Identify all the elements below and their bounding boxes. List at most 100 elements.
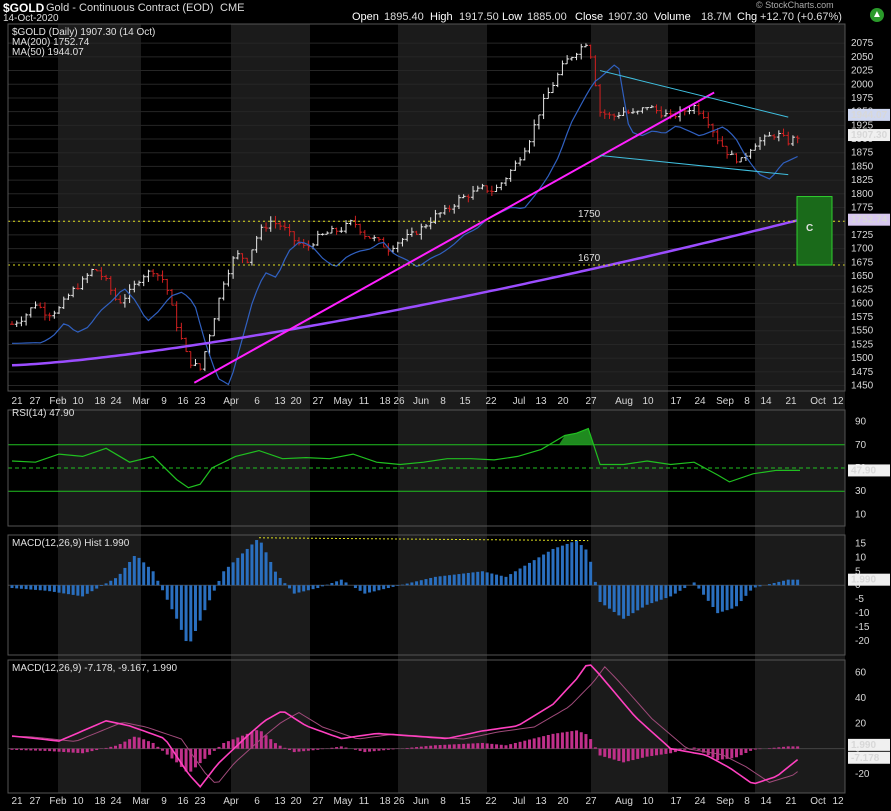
hist-bar xyxy=(226,566,230,586)
hist-bar xyxy=(669,585,673,597)
price-panel: 1750 1670 C xyxy=(8,43,845,386)
x-tick-label-top: 13 xyxy=(274,396,286,407)
macd-hist-bar xyxy=(448,744,452,749)
hist-bar xyxy=(264,552,268,586)
macd-hist-bar xyxy=(565,731,569,749)
macd-hist-bar xyxy=(217,746,221,749)
macd-last-macd-label: -7.178 xyxy=(851,753,880,764)
price-tick-label: 1675 xyxy=(851,257,874,268)
hist-bar xyxy=(650,585,654,604)
x-tick-label-top: 8 xyxy=(440,396,446,407)
x-tick-label-bottom: Jun xyxy=(413,796,429,807)
macd-hist-bar xyxy=(452,744,456,749)
rsi-overbought-fill xyxy=(558,428,595,445)
hist-bar xyxy=(509,574,513,586)
x-tick-label-bottom: 16 xyxy=(177,796,189,807)
hist-bar xyxy=(532,560,536,586)
macd-hist-bar xyxy=(471,743,475,749)
hist-bar xyxy=(34,585,38,590)
macd-hist-bar xyxy=(302,748,306,752)
x-tick-label-top: Sep xyxy=(716,396,734,407)
price-tick-label: 1550 xyxy=(851,326,874,337)
hist-bar xyxy=(462,573,466,586)
hist-bar xyxy=(90,585,94,592)
x-tick-label-bottom: Sep xyxy=(716,796,734,807)
x-tick-label-bottom: 18 xyxy=(94,796,106,807)
hist-bar xyxy=(749,585,753,591)
hist-bar xyxy=(38,585,42,591)
macd-hist-bar xyxy=(490,743,494,749)
x-tick-label-top: 17 xyxy=(670,396,682,407)
macd-hist-bar xyxy=(645,748,649,757)
hist-bar xyxy=(786,579,790,586)
hist-bar xyxy=(584,549,588,586)
hist-bar xyxy=(579,545,583,586)
macd-hist-bar xyxy=(556,733,560,749)
hist-bar xyxy=(208,585,212,601)
macd-hist-bar xyxy=(226,741,230,749)
price-tick-label: 1850 xyxy=(851,161,874,172)
x-tick-label-bottom: Feb xyxy=(49,796,67,807)
x-tick-label-bottom: 20 xyxy=(557,796,569,807)
macd-hist-bar xyxy=(537,737,541,749)
hist-last-label: 1.990 xyxy=(851,575,876,586)
x-tick-label-top: 16 xyxy=(177,396,189,407)
rsi-tick-label: 10 xyxy=(855,509,867,520)
x-tick-label-bottom: 27 xyxy=(585,796,597,807)
rsi-panel xyxy=(8,427,845,492)
axes: 1450147515001525155015751600162516501675… xyxy=(7,23,890,807)
macd-hist-bar xyxy=(264,735,268,749)
hist-bar xyxy=(292,585,296,594)
hist-bar xyxy=(457,574,461,586)
x-tick-label-bottom: 27 xyxy=(29,796,41,807)
chg-label: Chg xyxy=(737,11,758,23)
x-tick-label-top: 21 xyxy=(785,396,797,407)
macd-hist-bar xyxy=(786,746,790,749)
macd-hist-bar xyxy=(485,743,489,749)
x-tick-label-bottom: Aug xyxy=(615,796,633,807)
hist-bar xyxy=(184,585,188,642)
macd-hist-bar xyxy=(598,748,602,756)
low-label: Low xyxy=(502,11,523,23)
watermark: © StockCharts.com xyxy=(756,0,834,10)
x-tick-label-top: Oct xyxy=(810,396,826,407)
hist-bar xyxy=(622,585,626,619)
x-tick-label-top: 11 xyxy=(359,396,370,407)
hist-bar xyxy=(123,567,127,586)
macd-hist-bar xyxy=(683,748,687,750)
macd-hist-bar xyxy=(62,748,66,753)
x-tick-label-top: 13 xyxy=(535,396,547,407)
hist-tick-label: 15 xyxy=(855,538,867,549)
x-tick-label-top: 14 xyxy=(760,396,772,407)
price-tick-label: 2050 xyxy=(851,52,874,63)
macd-hist-bar xyxy=(90,748,94,752)
x-tick-label-bottom: 13 xyxy=(535,796,547,807)
x-tick-label-bottom: Apr xyxy=(223,796,239,807)
hist-bar xyxy=(782,580,786,586)
hist-bar xyxy=(113,578,117,586)
macd-hist-bar xyxy=(10,748,14,750)
hist-bar xyxy=(146,566,150,586)
x-tick-label-top: 27 xyxy=(585,396,597,407)
hist-tick-label: 10 xyxy=(855,552,867,563)
macd-hist-bar xyxy=(480,742,484,749)
hist-bar xyxy=(231,562,235,586)
x-tick-label-bottom: 11 xyxy=(359,796,370,807)
hist-bar xyxy=(575,540,579,586)
macd-hist-bar xyxy=(193,748,197,768)
macd-hist-bar xyxy=(165,748,169,755)
hist-bar xyxy=(678,585,682,591)
gridlines xyxy=(8,42,845,387)
hist-bar xyxy=(471,572,475,586)
macd-hist-bar xyxy=(457,744,461,749)
symbol: $GOLD xyxy=(3,1,45,15)
x-tick-label-top: 9 xyxy=(161,396,167,407)
macd-hist-bar xyxy=(85,748,89,753)
x-tick-label-top: 20 xyxy=(557,396,569,407)
hist-bar xyxy=(259,542,263,586)
x-tick-label-top: 18 xyxy=(379,396,391,407)
macd-hist-bar xyxy=(95,748,99,751)
x-tick-label-bottom: 24 xyxy=(694,796,706,807)
macd-hist-bar xyxy=(424,746,428,749)
hist-bar xyxy=(603,585,607,606)
